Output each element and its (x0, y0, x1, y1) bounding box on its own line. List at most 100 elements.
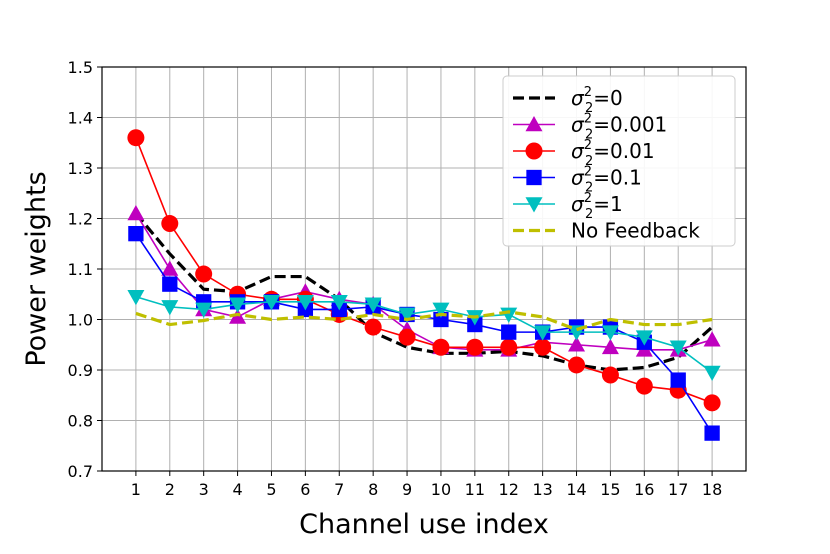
x-tick-label: 6 (300, 480, 310, 499)
data-point (704, 425, 720, 441)
legend-label-sub: 2 (585, 154, 593, 169)
y-tick-label: 1.4 (68, 109, 93, 128)
x-tick-label: 11 (465, 480, 485, 499)
data-point (296, 295, 314, 311)
legend-swatch-marker (525, 116, 543, 132)
x-tick-label: 17 (668, 480, 688, 499)
data-point (466, 338, 484, 356)
y-tick-label: 0.8 (68, 412, 93, 431)
legend-label-tail: =1 (593, 192, 622, 216)
legend-label-base: σ (571, 86, 585, 110)
data-point (635, 377, 653, 395)
data-point (601, 325, 619, 341)
legend-label: No Feedback (571, 219, 700, 243)
data-point (669, 340, 687, 356)
x-tick-label: 14 (566, 480, 586, 499)
data-point (432, 302, 450, 318)
data-point (398, 307, 416, 323)
legend-item: σ2 2=0.01 (513, 138, 655, 169)
data-point (364, 297, 382, 313)
ticks: 1 2 3 4 5 6 7 8 9 10 11 12 13 14 15 16 17 180.70.80.91.01… (68, 58, 723, 499)
legend-label-sup: 2 (584, 165, 592, 180)
data-point (162, 276, 178, 292)
data-point (568, 336, 586, 352)
x-tick-label: 12 (499, 480, 519, 499)
data-point (195, 265, 213, 283)
legend-item: σ2 2=1 (513, 191, 623, 222)
x-tick-label: 4 (232, 480, 242, 499)
x-tick-label: 1 (131, 480, 141, 499)
data-point (703, 331, 721, 347)
data-point (635, 330, 653, 346)
legend-label-base: σ (571, 139, 585, 163)
data-point (127, 289, 145, 306)
series-line (135, 310, 713, 332)
series-line (135, 296, 713, 374)
x-tick-label: 16 (634, 480, 654, 499)
legend-label-sub: 2 (585, 128, 593, 143)
data-point (128, 226, 144, 242)
data-point (127, 204, 145, 221)
y-tick-label: 1.3 (68, 159, 93, 178)
y-axis-title: Power weights (21, 171, 52, 366)
legend-label-sup: 2 (584, 112, 592, 127)
legend-label-sub: 2 (585, 101, 593, 116)
x-tick-label: 7 (334, 480, 344, 499)
x-tick-label: 9 (402, 480, 412, 499)
data-point (601, 366, 619, 384)
legend-item: σ2 2=0.1 (513, 165, 642, 196)
x-tick-label: 2 (165, 480, 175, 499)
data-point (703, 394, 721, 412)
x-tick-label: 3 (199, 480, 209, 499)
data-point (364, 318, 382, 336)
legend-swatch-marker (526, 169, 542, 186)
legend-label-tail: =0.001 (593, 113, 667, 137)
data-point (161, 260, 179, 276)
y-tick-label: 1.2 (68, 210, 93, 229)
legend-label-base: No Feedback (571, 219, 700, 243)
data-point (501, 324, 517, 340)
legend-label-base: σ (571, 113, 585, 137)
x-tick-label: 15 (600, 480, 620, 499)
data-point (262, 295, 280, 311)
legend-swatch-marker (525, 197, 543, 213)
legend-label: σ2 2=0 (571, 85, 623, 116)
legend-label: σ2 2=0.001 (571, 112, 667, 143)
y-tick-label: 1.1 (68, 260, 93, 279)
legend-label: σ2 2=1 (571, 191, 623, 222)
legend-item: σ2 2=0.001 (513, 112, 667, 143)
x-tick-label: 5 (266, 480, 276, 499)
legend-label-sub: 2 (585, 207, 593, 222)
series-5 (135, 310, 713, 332)
legend-label-base: σ (571, 192, 585, 216)
data-point (229, 297, 247, 313)
data-point (127, 129, 145, 147)
data-point (161, 300, 179, 316)
data-point (432, 338, 450, 356)
legend-label-tail: =0.1 (593, 166, 642, 190)
data-point (568, 356, 586, 374)
legend-label: σ2 2=0.01 (571, 138, 655, 169)
legend-item: σ2 2=0 (513, 85, 623, 116)
data-point (398, 328, 416, 346)
x-tick-label: 8 (368, 480, 378, 499)
legend-swatch-marker (525, 142, 543, 160)
data-point (500, 338, 518, 356)
data-point (229, 308, 247, 324)
data-point (195, 302, 213, 318)
legend-label-base: σ (571, 166, 585, 190)
data-point (534, 338, 552, 356)
legend-label-sup: 2 (584, 191, 592, 206)
x-tick-label: 18 (702, 480, 722, 499)
y-tick-label: 1.0 (68, 311, 93, 330)
x-tick-label: 10 (431, 480, 451, 499)
data-point (534, 325, 552, 341)
data-point (703, 365, 721, 382)
y-tick-label: 0.7 (68, 462, 93, 481)
x-axis-title: Channel use index (299, 509, 549, 540)
legend-label-sup: 2 (584, 85, 592, 100)
legend-label-tail: =0.01 (593, 139, 654, 163)
data-point (601, 338, 619, 355)
